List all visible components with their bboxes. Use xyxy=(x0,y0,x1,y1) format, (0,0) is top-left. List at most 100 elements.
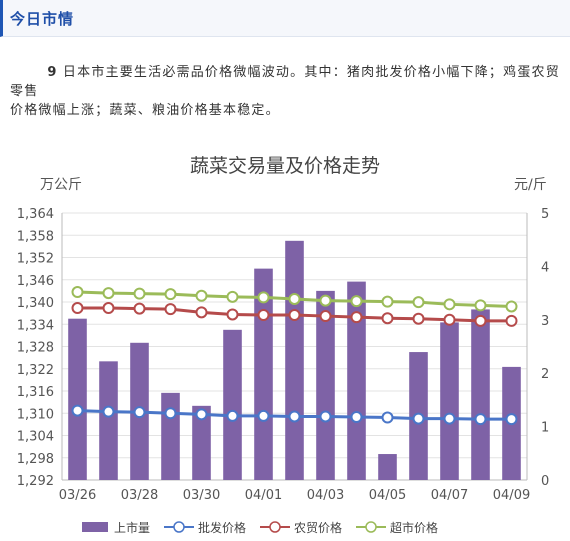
supermarket-price-point xyxy=(350,295,363,308)
farmers-market-price-point xyxy=(288,308,301,321)
legend-swatch xyxy=(164,521,195,533)
legend-label: 上市量 xyxy=(114,520,151,535)
wholesale-price-point xyxy=(381,411,394,424)
legend-label: 批发价格 xyxy=(198,520,247,535)
supermarket-price-point xyxy=(133,287,146,300)
farmers-market-price-point xyxy=(474,314,487,327)
legend-bar-swatch xyxy=(82,522,108,532)
wholesale-price-point xyxy=(71,404,84,417)
right-axis-unit-label: 元/斤 xyxy=(514,177,547,193)
supermarket-price-point xyxy=(412,296,425,309)
legend-marker-swatch xyxy=(269,521,281,533)
farmers-market-price-point xyxy=(381,312,394,325)
left-axis-tick-label: 1,310 xyxy=(17,407,54,422)
farmers-market-price-point xyxy=(102,302,115,315)
right-axis-tick-label: 2 xyxy=(541,367,549,382)
section-title: 今日市情 xyxy=(10,10,75,28)
legend-item: 上市量 xyxy=(80,519,150,536)
legend-item: 批发价格 xyxy=(164,519,246,536)
supermarket-price-point xyxy=(443,298,456,311)
farmers-market-price-point xyxy=(443,313,456,326)
supermarket-price-point xyxy=(474,299,487,312)
chart-legend: 上市量 批发价格 农贸价格 超市价格 xyxy=(80,518,520,536)
supermarket-price-point xyxy=(257,291,270,304)
x-axis-tick-label: 04/05 xyxy=(369,488,406,503)
wholesale-price-point xyxy=(257,409,270,422)
volume-bar xyxy=(285,240,304,480)
wholesale-price-point xyxy=(133,406,146,419)
wholesale-price-point xyxy=(474,413,487,426)
supermarket-price-point xyxy=(102,287,115,300)
legend-swatch xyxy=(356,521,387,533)
volume-bar xyxy=(254,268,273,480)
wholesale-price-point xyxy=(164,407,177,420)
x-axis-tick-label: 03/30 xyxy=(183,488,220,503)
left-axis-tick-label: 1,358 xyxy=(17,229,54,244)
wholesale-price-point xyxy=(443,412,456,425)
right-axis-tick-label: 0 xyxy=(541,474,549,489)
x-axis-tick-label: 04/09 xyxy=(493,488,530,503)
market-summary-line-1: 9 日本市主要生活必需品价格微幅波动。其中：猪肉批发价格小幅下降；鸡蛋农贸零售 xyxy=(10,61,562,99)
farmers-market-price-point xyxy=(257,308,270,321)
summary-text-2: 价格微幅上涨；蔬菜、粮油价格基本稳定。 xyxy=(10,103,280,118)
legend-swatch xyxy=(82,522,108,532)
farmers-market-price-point xyxy=(226,308,239,321)
left-axis-tick-label: 1,322 xyxy=(17,363,54,378)
supermarket-price-point xyxy=(226,290,239,303)
right-axis-tick-label: 3 xyxy=(541,314,549,329)
left-axis-tick-label: 1,298 xyxy=(17,452,54,467)
left-axis-tick-label: 1,328 xyxy=(17,341,54,356)
section-header: 今日市情 xyxy=(0,0,570,37)
farmers-market-price-point xyxy=(164,303,177,316)
volume-bar xyxy=(99,361,118,480)
summary-day: 9 xyxy=(47,65,58,80)
x-axis-tick-label: 04/07 xyxy=(431,488,468,503)
supermarket-price-point xyxy=(164,288,177,301)
volume-bar xyxy=(223,329,242,480)
summary-text-1: 日本市主要生活必需品价格微幅波动。其中：猪肉批发价格小幅下降；鸡蛋农贸零售 xyxy=(10,65,560,99)
legend-marker-swatch xyxy=(173,521,185,533)
volume-bar xyxy=(347,281,366,480)
wholesale-price-point xyxy=(350,410,363,423)
left-axis-tick-label: 1,364 xyxy=(17,207,54,222)
farmers-market-price-point xyxy=(133,302,146,315)
volume-bar xyxy=(471,309,490,480)
chart-title: 蔬菜交易量及价格走势 xyxy=(190,155,380,177)
legend-swatch xyxy=(260,521,291,533)
x-axis-tick-label: 04/03 xyxy=(307,488,344,503)
wholesale-price-point xyxy=(412,412,425,425)
left-axis-tick-label: 1,346 xyxy=(17,274,54,289)
left-axis-tick-label: 1,316 xyxy=(17,385,54,400)
left-axis-tick-label: 1,292 xyxy=(17,474,54,489)
left-axis-tick-label: 1,304 xyxy=(17,430,54,445)
wholesale-price-point xyxy=(288,410,301,423)
supermarket-price-point xyxy=(195,289,208,302)
farmers-market-price-point xyxy=(71,302,84,315)
farmers-market-price-point xyxy=(195,306,208,319)
right-axis-tick-label: 1 xyxy=(541,421,549,436)
legend-label: 农贸价格 xyxy=(294,520,343,535)
legend-label: 超市价格 xyxy=(390,520,439,535)
legend-item: 超市价格 xyxy=(356,519,438,536)
volume-bar xyxy=(68,318,87,480)
x-axis-tick-label: 04/01 xyxy=(245,488,282,503)
volume-bar xyxy=(192,405,211,480)
wholesale-price-point xyxy=(226,409,239,422)
volume-bar xyxy=(161,392,180,480)
farmers-market-price-point xyxy=(319,310,332,323)
left-axis-tick-label: 1,340 xyxy=(17,296,54,311)
volume-bar xyxy=(440,322,459,480)
market-summary-line-2: 价格微幅上涨；蔬菜、粮油价格基本稳定。 xyxy=(10,99,562,118)
farmers-market-price-point xyxy=(350,311,363,324)
legend-marker-swatch xyxy=(365,521,377,533)
left-axis-tick-label: 1,334 xyxy=(17,318,54,333)
supermarket-price-point xyxy=(71,286,84,299)
farmers-market-price-point xyxy=(412,312,425,325)
supermarket-price-point xyxy=(505,300,518,313)
right-axis-tick-label: 4 xyxy=(541,260,549,275)
left-axis-tick-label: 1,352 xyxy=(17,252,54,267)
wholesale-price-point xyxy=(319,410,332,423)
x-axis-tick-label: 03/26 xyxy=(59,488,96,503)
wholesale-price-point xyxy=(505,413,518,426)
